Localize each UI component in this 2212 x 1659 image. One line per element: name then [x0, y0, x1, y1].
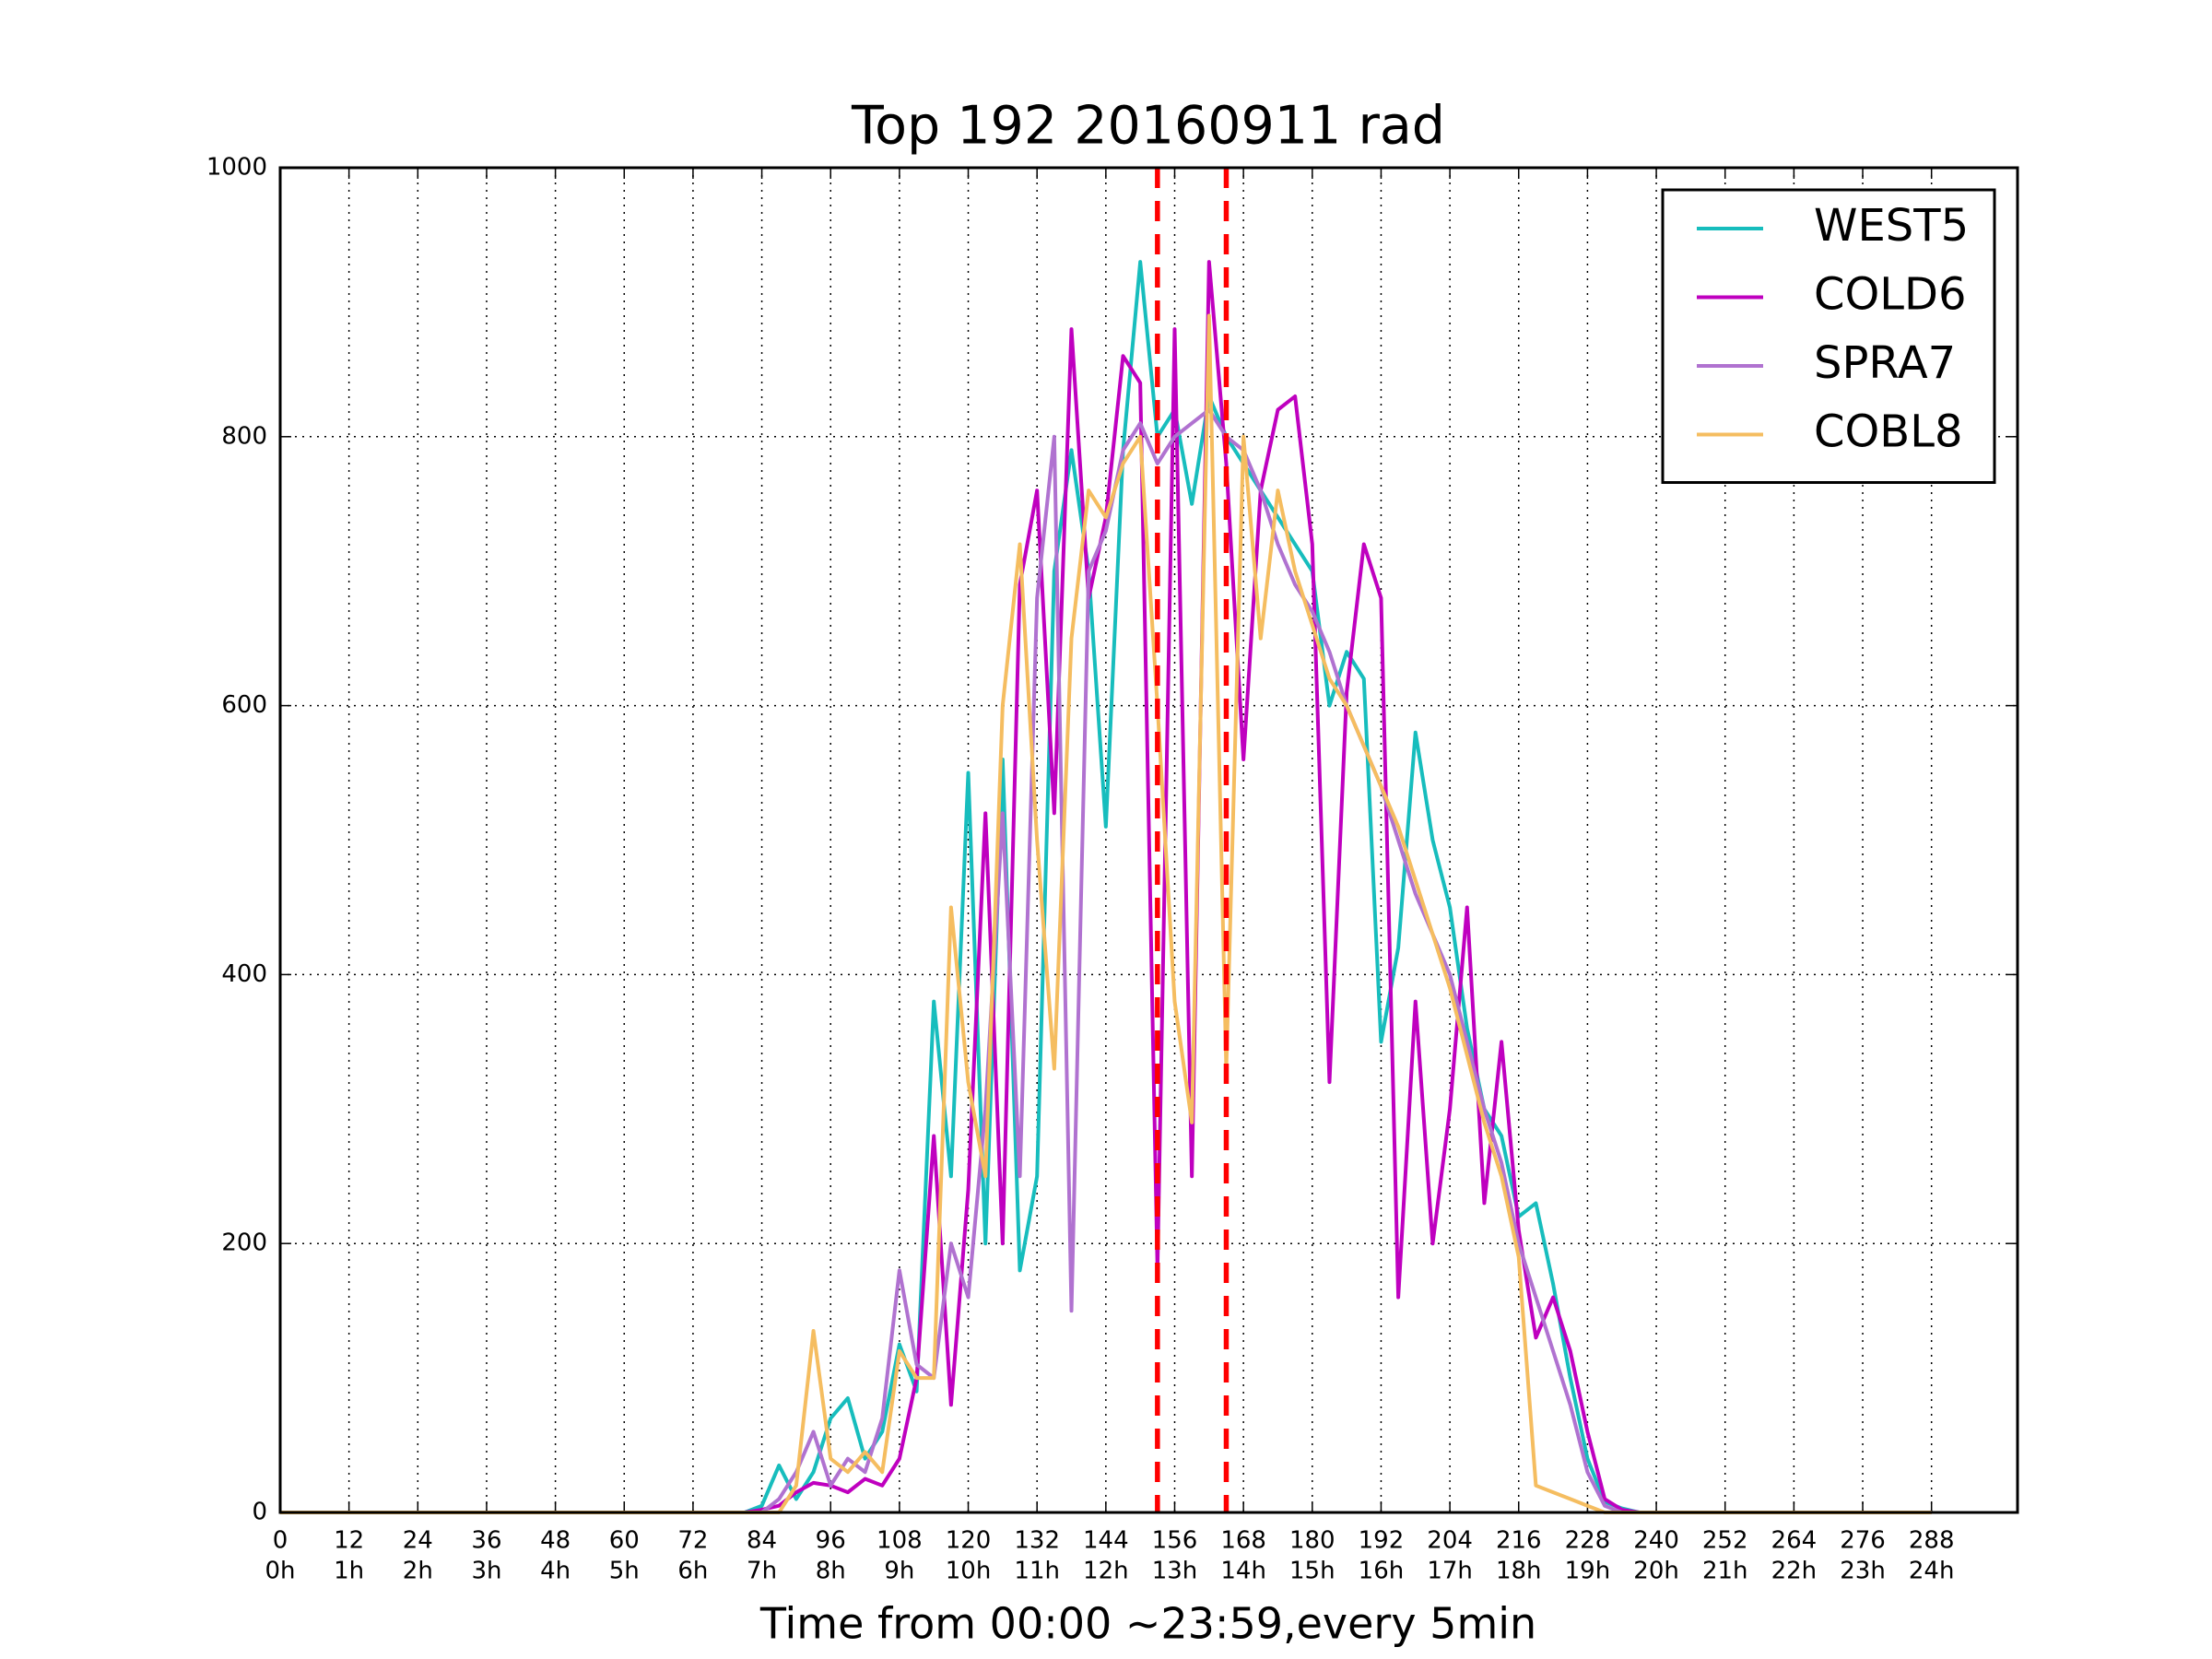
- x-tick-hour-label: 12h: [1083, 1558, 1129, 1585]
- x-tick-hour-label: 1h: [334, 1558, 364, 1585]
- x-tick-label: 192: [1359, 1527, 1405, 1555]
- x-tick-label: 204: [1427, 1527, 1473, 1555]
- x-tick-label: 264: [1771, 1527, 1818, 1555]
- series-line: [280, 407, 1932, 1514]
- y-tick-label: 0: [252, 1499, 267, 1526]
- x-tick-label: 288: [1909, 1527, 1955, 1555]
- x-tick-label: 120: [946, 1527, 992, 1555]
- x-tick-label: 96: [816, 1527, 846, 1555]
- legend-label: COLD6: [1814, 269, 1967, 321]
- legend-label: WEST5: [1814, 200, 1969, 252]
- x-tick-label: 108: [877, 1527, 923, 1555]
- y-tick-label: 800: [221, 422, 267, 450]
- y-tick-label: 400: [221, 960, 267, 988]
- x-tick-hour-label: 5h: [609, 1558, 640, 1585]
- x-tick-hour-label: 21h: [1702, 1558, 1748, 1585]
- x-tick-hour-label: 9h: [884, 1558, 914, 1585]
- x-tick-hour-label: 2h: [403, 1558, 433, 1585]
- x-tick-hour-label: 15h: [1289, 1558, 1335, 1585]
- y-tick-label: 600: [221, 691, 267, 719]
- x-tick-hour-label: 0h: [265, 1558, 295, 1585]
- x-tick-label: 36: [471, 1527, 501, 1555]
- x-tick-hour-label: 24h: [1909, 1558, 1955, 1585]
- x-tick-hour-label: 4h: [540, 1558, 571, 1585]
- x-tick-label: 156: [1152, 1527, 1198, 1555]
- x-tick-hour-label: 22h: [1771, 1558, 1818, 1585]
- x-tick-label: 228: [1565, 1527, 1611, 1555]
- x-tick-hour-label: 11h: [1014, 1558, 1060, 1585]
- x-tick-label: 132: [1014, 1527, 1060, 1555]
- x-tick-label: 276: [1840, 1527, 1886, 1555]
- y-tick-label: 1000: [206, 154, 267, 182]
- x-axis-label: Time from 00:00 ~23:59,every 5min: [759, 1599, 1536, 1649]
- plot-frame: [278, 166, 2019, 1514]
- x-tick-label: 216: [1496, 1527, 1542, 1555]
- series-line: [280, 313, 1932, 1514]
- x-tick-hour-label: 14h: [1220, 1558, 1266, 1585]
- x-tick-label: 72: [677, 1527, 708, 1555]
- x-tick-label: 180: [1289, 1527, 1335, 1555]
- chart-title: Top 192 20160911 rad: [851, 96, 1445, 157]
- x-tick-label: 48: [540, 1527, 571, 1555]
- x-tick-label: 252: [1702, 1527, 1748, 1555]
- legend-label: COBL8: [1814, 406, 1963, 458]
- x-tick-hour-label: 7h: [747, 1558, 777, 1585]
- x-tick-label: 240: [1633, 1527, 1679, 1555]
- x-tick-label: 24: [403, 1527, 433, 1555]
- x-tick-label: 0: [273, 1527, 288, 1555]
- x-tick-hour-label: 10h: [946, 1558, 992, 1585]
- x-tick-hour-label: 18h: [1496, 1558, 1542, 1585]
- x-tick-label: 144: [1083, 1527, 1129, 1555]
- x-tick-hour-label: 23h: [1840, 1558, 1886, 1585]
- x-tick-label: 168: [1220, 1527, 1266, 1555]
- x-tick-hour-label: 6h: [677, 1558, 708, 1585]
- y-tick-label: 200: [221, 1230, 267, 1257]
- x-tick-label: 84: [747, 1527, 777, 1555]
- x-tick-label: 60: [609, 1527, 640, 1555]
- x-tick-hour-label: 3h: [471, 1558, 501, 1585]
- x-tick-hour-label: 17h: [1427, 1558, 1473, 1585]
- x-tick-hour-label: 13h: [1152, 1558, 1198, 1585]
- x-tick-hour-label: 19h: [1565, 1558, 1611, 1585]
- legend-label: SPRA7: [1814, 337, 1956, 389]
- x-tick-hour-label: 20h: [1633, 1558, 1679, 1585]
- x-tick-hour-label: 16h: [1359, 1558, 1405, 1585]
- x-tick-label: 12: [334, 1527, 364, 1555]
- x-tick-hour-label: 8h: [816, 1558, 846, 1585]
- legend-box: [1661, 188, 1996, 484]
